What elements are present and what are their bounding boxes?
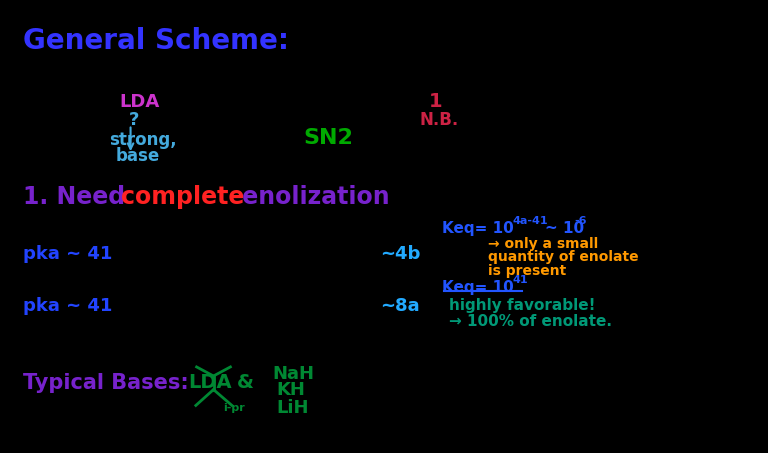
Text: LiH: LiH — [276, 399, 309, 417]
Text: quantity of enolate: quantity of enolate — [488, 251, 638, 264]
Text: LDA: LDA — [188, 373, 232, 392]
Text: complete: complete — [121, 185, 245, 209]
Text: is present: is present — [488, 264, 566, 278]
Text: Keq= 10: Keq= 10 — [442, 221, 513, 236]
Text: N.B.: N.B. — [419, 111, 458, 129]
Text: i-pr: i-pr — [223, 403, 244, 413]
Text: SN2: SN2 — [303, 128, 353, 148]
Text: -6: -6 — [574, 216, 587, 226]
Text: strong,: strong, — [109, 131, 177, 149]
Text: Typical Bases:: Typical Bases: — [23, 373, 189, 393]
Text: &: & — [237, 373, 253, 392]
Text: ?: ? — [129, 111, 140, 129]
Text: enolization: enolization — [234, 185, 390, 209]
Text: Keq= 10: Keq= 10 — [442, 280, 513, 295]
Text: ~4b: ~4b — [380, 245, 421, 263]
Text: pka ~ 41: pka ~ 41 — [23, 245, 112, 263]
Text: KH: KH — [276, 381, 306, 400]
Text: 41: 41 — [512, 275, 528, 285]
Text: ~ 10: ~ 10 — [545, 221, 584, 236]
Text: 1: 1 — [429, 92, 442, 111]
Text: LDA: LDA — [119, 93, 159, 111]
Text: 4a-41: 4a-41 — [512, 216, 548, 226]
Text: base: base — [115, 147, 160, 165]
Text: General Scheme:: General Scheme: — [23, 27, 289, 55]
Text: NaH: NaH — [273, 365, 315, 383]
Text: highly favorable!: highly favorable! — [449, 298, 596, 313]
Text: pka ~ 41: pka ~ 41 — [23, 297, 112, 315]
Text: → only a small: → only a small — [488, 237, 598, 251]
Text: ~8a: ~8a — [380, 297, 420, 315]
Text: → 100% of enolate.: → 100% of enolate. — [449, 314, 612, 329]
Text: 1. Need: 1. Need — [23, 185, 134, 209]
